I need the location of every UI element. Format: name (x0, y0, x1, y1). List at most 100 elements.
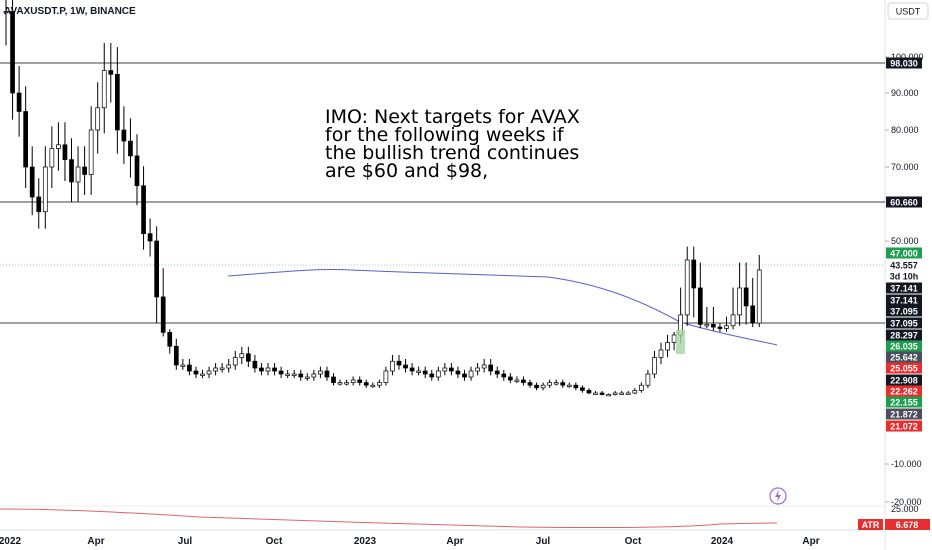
candle-up (730, 314, 736, 327)
atr-line (0, 508, 778, 529)
ma-line (227, 268, 778, 346)
candle-up (435, 370, 441, 378)
candle-down (278, 370, 284, 375)
annotation-line-2: for the following weeks if (325, 124, 565, 146)
candle-up (540, 384, 546, 389)
candle-up (606, 394, 611, 397)
candle-down (750, 305, 756, 324)
price-tag: 22.262 (886, 385, 922, 397)
price-tag: 26.035 (886, 340, 922, 352)
candle-down (134, 155, 140, 187)
candle-up (468, 370, 474, 378)
x-tick-label: 2024 (711, 536, 734, 547)
y-tick-label: 90.000 (891, 88, 919, 98)
candle-down (396, 360, 402, 366)
candle-down (246, 353, 251, 362)
candle-up (553, 382, 559, 385)
horizontal-levels (0, 62, 885, 324)
candle-down (743, 287, 749, 307)
candle-up (638, 384, 644, 391)
candle-down (527, 382, 533, 386)
candle-up (49, 148, 55, 168)
candle-up (337, 382, 343, 385)
price-tag: 25.642 (886, 351, 922, 363)
lightning-icon[interactable] (769, 487, 787, 505)
candle-up (200, 373, 205, 376)
candle-down (357, 379, 363, 383)
candle-down (508, 376, 513, 381)
candle-up (593, 392, 598, 395)
time-axis[interactable]: 2022 Apr Jul Oct 2023 Apr Jul Oct 2024 Apr (0, 536, 820, 547)
atr-tag: ATR 6.678 (858, 519, 930, 530)
candle-down (573, 384, 579, 389)
candle-down (29, 166, 35, 198)
candle-up (206, 370, 212, 375)
price-tag-label: 22.155 (890, 397, 918, 407)
price-tag-label: 22.908 (890, 375, 918, 385)
candle-down (560, 382, 566, 386)
candle-up (239, 353, 245, 358)
candle-up (645, 373, 651, 386)
candle-down (455, 370, 461, 375)
candle-down (599, 392, 605, 395)
candle-up (704, 324, 710, 327)
candle-down (717, 326, 723, 329)
candle-up (625, 392, 631, 395)
annotation-line-1: IMO: Next targets for AVAX (325, 106, 580, 128)
highlight-box (676, 330, 685, 354)
candle-up (658, 349, 664, 358)
annotation-line-3: the bullish trend continues (325, 142, 579, 164)
candle-down (69, 159, 74, 183)
candle-up (383, 370, 389, 383)
candle-up (56, 144, 61, 149)
candle-up (390, 360, 395, 372)
candle-up (416, 370, 421, 373)
candle-down (501, 373, 507, 378)
currency-label[interactable]: USDT (896, 7, 921, 17)
candle-down (187, 364, 192, 372)
price-tag: 37.095 (886, 317, 922, 329)
candle-up (3, 11, 9, 14)
currency-button[interactable]: USDT (887, 2, 929, 20)
candle-down (82, 166, 87, 175)
price-tag-label: 98.030 (890, 58, 918, 68)
candle-up (232, 357, 238, 366)
candle-down (363, 382, 369, 386)
candle-down (586, 390, 592, 394)
price-tag-label: 37.095 (890, 318, 918, 328)
x-tick-label: Oct (625, 536, 642, 547)
price-tag-label: 22.262 (890, 386, 918, 396)
candle-up (632, 390, 638, 394)
price-tag-label: 47.000 (890, 248, 918, 258)
candle-down (324, 370, 330, 378)
atr-pane: 25.000 ATR 6.678 (0, 504, 930, 530)
candle-down (114, 73, 120, 131)
candle-up (475, 367, 480, 372)
candle-up (291, 373, 297, 376)
candle-up (756, 269, 762, 324)
price-tag-label: 26.035 (890, 341, 918, 351)
x-tick-label: Apr (446, 536, 463, 547)
candle-up (101, 70, 107, 109)
candle-up (88, 129, 94, 175)
x-tick-label: Jul (536, 536, 551, 547)
price-axis[interactable]: 100.000 90.000 80.000 70.000 50.000 -10.000 -2… (885, 52, 924, 507)
price-tag: 37.141 (886, 282, 922, 294)
price-tag: 98.030 (886, 57, 922, 69)
x-tick-label: Jul (178, 536, 193, 547)
price-tag: 25.055 (886, 362, 922, 374)
candle-down (449, 367, 454, 372)
candle-down (16, 92, 22, 112)
price-tag-label: 60.660 (890, 197, 918, 207)
price-tag-label: 37.141 (890, 283, 918, 293)
candle-down (10, 11, 15, 94)
x-tick-label: Oct (266, 536, 283, 547)
candle-up (95, 107, 101, 131)
candle-up (566, 384, 572, 388)
x-tick-label: Apr (802, 536, 819, 547)
candle-up (481, 364, 487, 369)
candle-up (219, 367, 225, 370)
candle-up (226, 364, 232, 369)
